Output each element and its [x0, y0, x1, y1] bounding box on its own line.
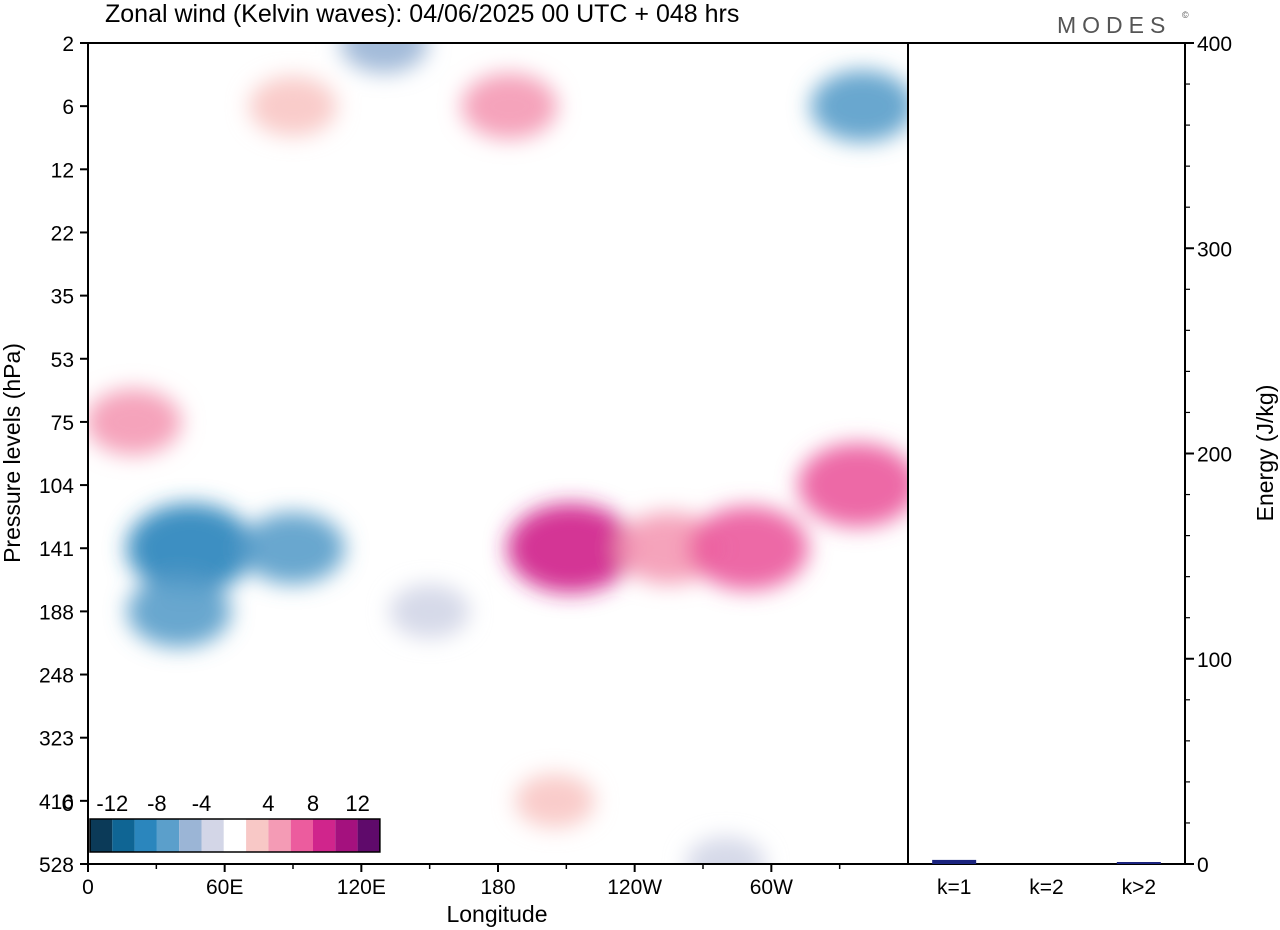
colorbar-swatch — [268, 819, 291, 852]
energy-bar-k=1 — [932, 859, 977, 864]
field-region-12 — [340, 43, 429, 73]
colorbar-swatch — [90, 819, 113, 852]
colorbar-label: -8 — [147, 791, 167, 816]
colorbar-swatch — [112, 819, 135, 852]
y-tick-label: 528 — [39, 854, 74, 877]
y-axis: 2 6 12 22 35 53 75 104 141 188 248 323 416 528 — [39, 33, 88, 877]
brand-text: MODES — [1057, 12, 1171, 38]
field-region-9 — [461, 73, 558, 140]
colorbar-swatch — [290, 819, 313, 852]
energy-tick-label: 200 — [1197, 444, 1232, 467]
y-tick-label: 323 — [39, 728, 74, 751]
colorbar-label: -12 — [96, 791, 128, 816]
energy-bar-k>2 — [1116, 862, 1161, 864]
y-tick-label: 53 — [51, 349, 74, 372]
energy-panel-frame — [907, 42, 1186, 865]
y-tick-label: 141 — [39, 538, 74, 561]
colorbar: -12 -8 -4 0 4 8 12 — [62, 791, 381, 853]
field-region-11 — [810, 70, 908, 143]
colorbar-frame — [89, 818, 381, 853]
field-region-4 — [88, 388, 182, 455]
colorbar-label: 0 — [62, 791, 74, 816]
colorbar-swatch — [357, 819, 380, 852]
y-tick-label: 188 — [39, 601, 74, 624]
chart-title: Zonal wind (Kelvin waves): 04/06/2025 00… — [105, 0, 739, 28]
colorbar-label: 4 — [262, 791, 274, 816]
x-tick-label: 120E — [337, 876, 386, 899]
colorbar-swatch — [201, 819, 224, 852]
x-axis: 0 60E 120E 180 120W 60W — [82, 864, 841, 899]
y-axis-label: Pressure levels (hPa) — [0, 343, 25, 563]
field-blobs — [88, 43, 908, 864]
energy-axis: 0 100 200 300 400 — [1185, 33, 1232, 877]
y-tick-label: 416 — [39, 791, 74, 814]
energy-category-label: k>2 — [1122, 876, 1156, 899]
x-tick-label: 60E — [206, 876, 243, 899]
field-region-2 — [241, 512, 345, 585]
energy-axis-label: Energy (J/kg) — [1252, 385, 1278, 522]
y-tick-label: 2 — [62, 33, 74, 56]
energy-bars: k=1 k=2 k>2 — [932, 859, 1161, 899]
colorbar-swatch — [156, 819, 180, 852]
colorbar-label: 8 — [307, 791, 319, 816]
y-tick-label: 104 — [39, 475, 74, 498]
field-region-5 — [506, 503, 635, 594]
field-region-1 — [127, 575, 232, 648]
y-tick-label: 248 — [39, 665, 74, 688]
modes-logo: MODES © — [1057, 10, 1189, 38]
y-tick-label: 35 — [51, 286, 74, 309]
x-tick-label: 60W — [750, 876, 793, 899]
x-axis-label: Longitude — [446, 901, 547, 927]
energy-tick-label: 0 — [1197, 854, 1209, 877]
energy-tick-label: 400 — [1197, 33, 1232, 56]
field-region-13 — [514, 773, 595, 828]
energy-category-label: k=1 — [937, 876, 971, 899]
brand-mark: © — [1182, 10, 1189, 20]
wind-field — [88, 43, 908, 864]
colorbar-swatch — [335, 819, 358, 852]
y-tick-label: 12 — [51, 159, 74, 182]
field-region-7 — [688, 506, 809, 591]
field-region-10 — [249, 76, 337, 137]
colorbar-swatch — [246, 819, 269, 852]
field-region-14 — [685, 837, 766, 864]
energy-tick-label: 100 — [1197, 649, 1232, 672]
energy-tick-label: 300 — [1197, 238, 1232, 261]
x-tick-label: 0 — [82, 876, 94, 899]
plot-frame — [87, 42, 909, 865]
field-region-8 — [797, 443, 908, 528]
field-region-0 — [126, 503, 255, 594]
colorbar-swatch — [134, 819, 157, 852]
y-tick-label: 75 — [51, 412, 74, 435]
x-tick-label: 120W — [607, 876, 662, 899]
y-tick-label: 22 — [51, 222, 74, 245]
colorbar-swatch — [223, 819, 247, 852]
x-tick-label: 180 — [480, 876, 515, 899]
colorbar-swatch — [179, 819, 202, 852]
field-region-3 — [389, 584, 470, 639]
colorbar-label: 12 — [345, 791, 369, 816]
colorbar-swatch — [313, 819, 336, 852]
y-tick-label: 6 — [62, 96, 74, 119]
energy-category-label: k=2 — [1029, 876, 1063, 899]
colorbar-label: -4 — [192, 791, 212, 816]
